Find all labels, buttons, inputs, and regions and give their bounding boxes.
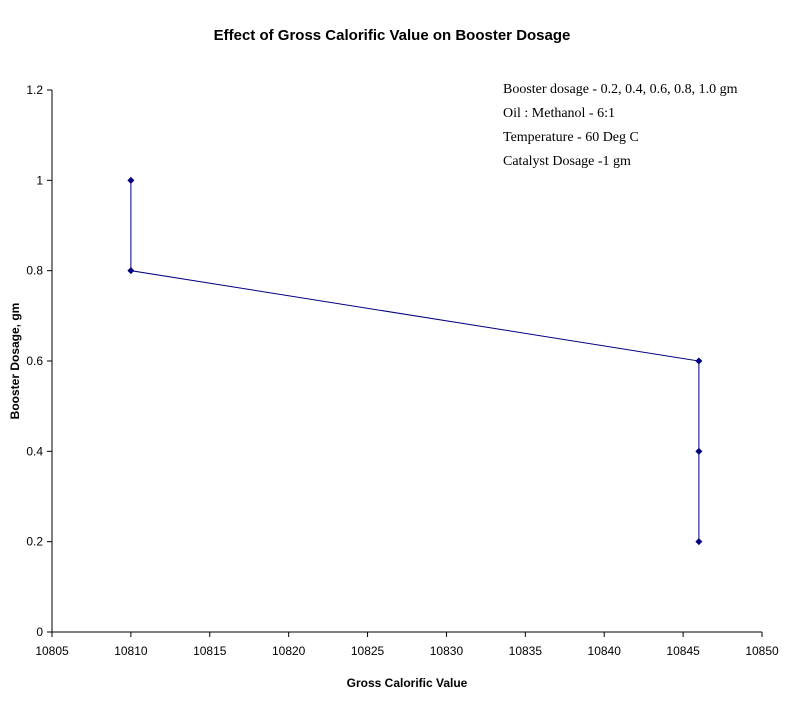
annotation-booster-dosage: Booster dosage - 0.2, 0.4, 0.6, 0.8, 1.0… [503, 82, 738, 97]
x-axis-title: Gross Calorific Value [347, 676, 468, 690]
data-point [695, 538, 703, 546]
x-tick-label: 10830 [430, 644, 464, 658]
x-tick-label: 10835 [509, 644, 543, 658]
y-tick-label: 0.8 [26, 264, 43, 278]
x-tick-label: 10805 [35, 644, 69, 658]
y-tick-label: 1 [36, 173, 43, 187]
x-ticks: 10805 10810 10815 10820 10825 10830 10835 10840… [35, 632, 779, 658]
x-tick-label: 10825 [351, 644, 385, 658]
plot-area [51, 90, 762, 633]
annotation-box: Booster dosage - 0.2, 0.4, 0.6, 0.8, 1.0… [503, 82, 738, 169]
series-line [130, 180, 700, 542]
data-point [695, 357, 703, 365]
x-tick-label: 10810 [114, 644, 148, 658]
x-tick-label: 10820 [272, 644, 306, 658]
x-tick-label: 10850 [745, 644, 779, 658]
chart-title: Effect of Gross Calorific Value on Boost… [214, 27, 571, 44]
y-tick-label: 0.4 [26, 444, 43, 458]
y-tick-label: 1.2 [26, 83, 43, 97]
annotation-catalyst-dosage: Catalyst Dosage -1 gm [503, 154, 631, 169]
annotation-oil-methanol: Oil : Methanol - 6:1 [503, 106, 615, 121]
x-tick-label: 10815 [193, 644, 227, 658]
y-axis-title: Booster Dosage, gm [8, 303, 22, 420]
y-tick-label: 0 [36, 625, 43, 639]
series-layer [127, 176, 703, 546]
y-ticks: 0 0.2 0.4 0.6 0.8 1 1.2 [26, 83, 52, 639]
x-tick-label: 10840 [588, 644, 622, 658]
data-point [695, 447, 703, 455]
data-point [127, 176, 135, 184]
y-tick-label: 0.6 [26, 354, 43, 368]
y-tick-label: 0.2 [26, 535, 43, 549]
data-point [127, 267, 135, 275]
annotation-temperature: Temperature - 60 Deg C [503, 130, 639, 145]
x-tick-label: 10845 [666, 644, 700, 658]
